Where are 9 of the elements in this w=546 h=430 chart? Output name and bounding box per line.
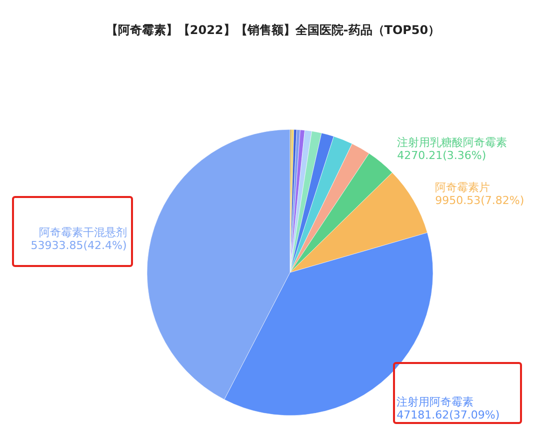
slice-label: 阿奇霉素干混悬剂 [38, 226, 127, 239]
data-label: 47181.62(37.09%) [396, 408, 500, 422]
chart-title: 【阿奇霉素】【2022】【销售额】全国医院-药品（TOP50） [106, 23, 440, 37]
slice-label: 阿奇霉素片 [435, 180, 490, 194]
data-label: 9950.53(7.82%) [435, 194, 524, 207]
data-label: 53933.85(42.4%) [30, 238, 127, 252]
slice-label: 注射用阿奇霉素 [396, 395, 474, 408]
data-label: 4270.21(3.36%) [397, 149, 486, 162]
slice-label: 注射用乳糖酸阿奇霉素 [397, 136, 508, 150]
